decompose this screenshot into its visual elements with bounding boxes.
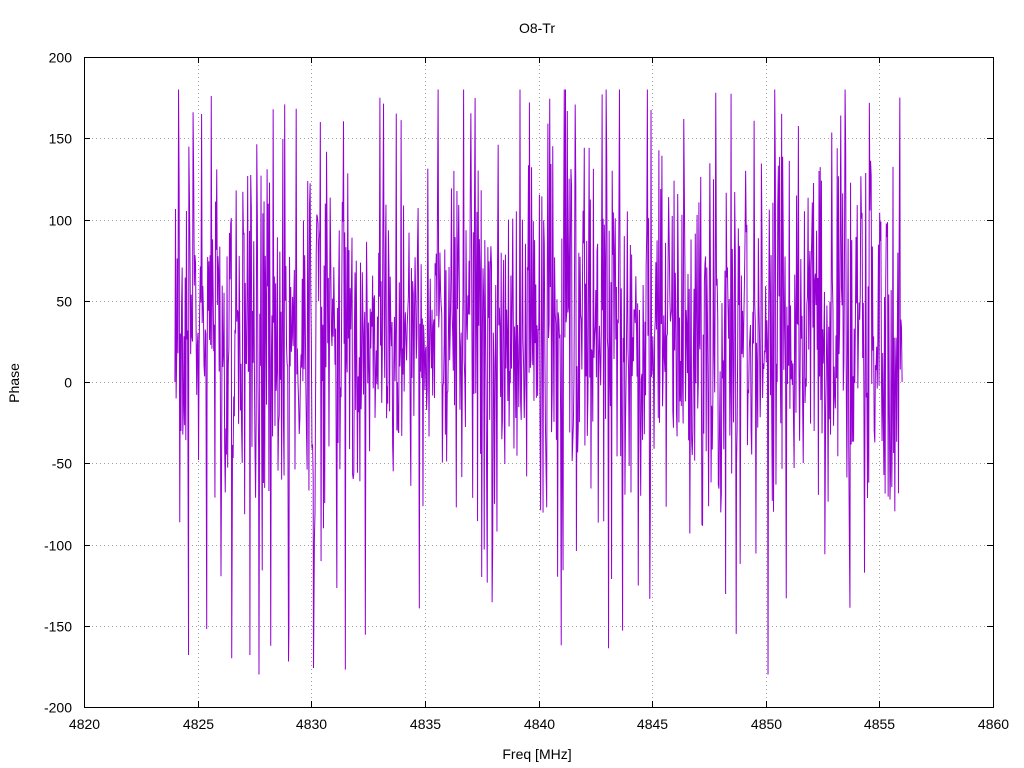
tick-labels: 4820 4825 4830 4835 4840 4845 4850 4855 4860 200 1… bbox=[44, 50, 1009, 733]
chart-title: O8-Tr bbox=[519, 20, 555, 36]
y-tick-label: 200 bbox=[49, 50, 73, 66]
y-axis-label: Phase bbox=[6, 363, 22, 403]
y-tick-label: -200 bbox=[44, 700, 72, 716]
phase-series-line bbox=[174, 89, 903, 675]
y-tick-label: 0 bbox=[64, 375, 72, 391]
x-tick-label: 4820 bbox=[69, 716, 100, 732]
y-tick-label: -100 bbox=[44, 538, 72, 554]
y-tick-label: 50 bbox=[56, 294, 72, 310]
y-tick-label: -150 bbox=[44, 619, 72, 635]
y-tick-label: 100 bbox=[49, 213, 73, 229]
x-tick-label: 4845 bbox=[637, 716, 668, 732]
x-tick-label: 4860 bbox=[978, 716, 1009, 732]
x-tick-label: 4850 bbox=[751, 716, 782, 732]
data-layer bbox=[174, 89, 903, 675]
x-axis-label: Freq [MHz] bbox=[502, 746, 571, 762]
y-tick-label: 150 bbox=[49, 131, 73, 147]
x-tick-label: 4840 bbox=[524, 716, 555, 732]
x-tick-label: 4825 bbox=[183, 716, 214, 732]
x-tick-label: 4830 bbox=[296, 716, 327, 732]
y-tick-label: -50 bbox=[52, 456, 72, 472]
x-tick-label: 4855 bbox=[864, 716, 895, 732]
plot-frame bbox=[84, 57, 994, 708]
x-tick-label: 4835 bbox=[410, 716, 441, 732]
